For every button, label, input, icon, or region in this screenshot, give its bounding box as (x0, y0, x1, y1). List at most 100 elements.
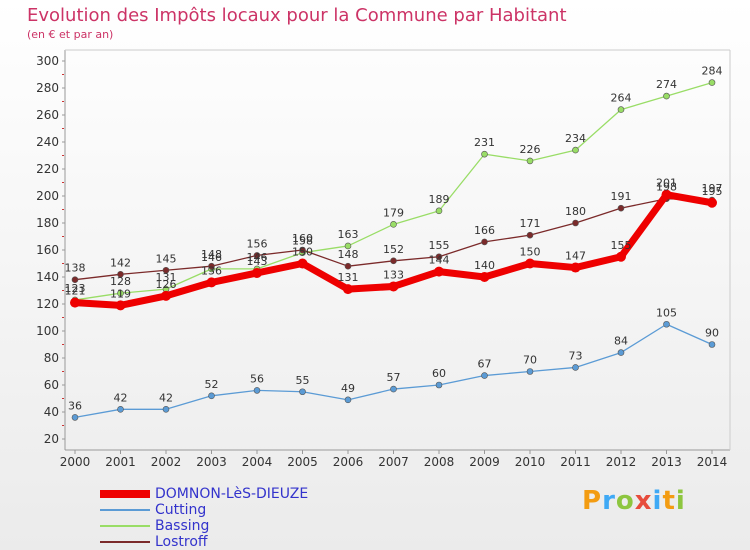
data-point (435, 253, 443, 261)
data-point (71, 414, 79, 421)
data-point (663, 320, 670, 328)
data-point (299, 388, 306, 396)
legend-label-domnon: DOMNON-LèS-DIEUZE (155, 486, 309, 502)
data-label: 148 (338, 248, 359, 261)
data-label: 158 (292, 235, 313, 248)
legend-swatch-cutting (100, 509, 150, 511)
data-label: 105 (656, 306, 677, 319)
y-tick-label: 240 (36, 135, 59, 149)
data-point (297, 258, 308, 269)
data-point (526, 368, 534, 375)
data-label: 171 (520, 217, 541, 230)
data-point (435, 381, 443, 389)
proxiti-logo: Proxiti (582, 486, 686, 516)
data-label: 284 (702, 65, 723, 78)
data-label: 274 (656, 78, 677, 91)
data-point (344, 396, 352, 404)
data-point (570, 262, 581, 273)
x-tick-label: 2002 (151, 455, 182, 469)
data-point (390, 385, 397, 393)
y-tick-label: 200 (36, 189, 59, 203)
data-label: 226 (520, 143, 541, 156)
data-label: 140 (474, 259, 495, 272)
y-tick-label: 120 (36, 297, 59, 311)
data-point (344, 262, 352, 270)
data-point (162, 405, 170, 413)
data-point (435, 207, 443, 215)
data-label: 179 (383, 206, 404, 219)
data-label: 131 (338, 271, 359, 284)
legend-swatch-domnon (100, 490, 150, 498)
legend-swatch-lostroff (100, 541, 150, 543)
data-label: 138 (65, 262, 86, 275)
data-label: 156 (247, 237, 268, 250)
data-label: 70 (523, 354, 537, 367)
data-label: 155 (429, 239, 450, 252)
data-point (572, 146, 579, 154)
data-point (572, 219, 579, 227)
data-label: 150 (520, 246, 541, 259)
data-label: 133 (383, 268, 404, 281)
x-tick-label: 2012 (606, 455, 637, 469)
data-point (70, 297, 80, 308)
y-tick-label: 220 (36, 162, 59, 176)
legend-label-lostroff: Lostroff (155, 534, 208, 550)
data-label: 136 (201, 264, 222, 277)
y-tick-label: 280 (36, 81, 59, 95)
legend-label-cutting: Cutting (155, 502, 207, 518)
data-label: 191 (611, 190, 632, 203)
data-point (388, 281, 399, 292)
data-point (343, 284, 353, 295)
data-label: 84 (614, 335, 628, 348)
data-label: 128 (110, 275, 131, 288)
data-label: 121 (65, 285, 86, 298)
data-label: 143 (247, 255, 268, 268)
y-tick-label: 80 (44, 351, 59, 365)
x-tick-label: 2009 (469, 455, 500, 469)
data-label: 52 (205, 378, 219, 391)
data-label: 123 (65, 282, 86, 295)
data-point (117, 270, 124, 278)
data-label: 163 (338, 228, 359, 241)
data-label: 148 (201, 248, 222, 261)
data-label: 55 (296, 374, 310, 387)
data-label: 49 (341, 382, 355, 395)
data-label: 160 (292, 232, 313, 245)
x-tick-label: 2011 (560, 455, 591, 469)
data-point (708, 341, 716, 348)
data-point (661, 189, 672, 200)
data-point (162, 266, 170, 274)
chart-title: Evolution des Impôts locaux pour la Comm… (27, 5, 567, 26)
data-point (525, 258, 535, 269)
data-label: 234 (565, 132, 586, 145)
data-label: 42 (159, 391, 173, 404)
data-label: 119 (110, 287, 131, 300)
data-point (617, 204, 625, 212)
data-point (71, 276, 79, 284)
x-tick-label: 2008 (424, 455, 455, 469)
data-point (617, 349, 625, 356)
data-point (208, 392, 215, 400)
data-label: 189 (429, 193, 450, 206)
data-label: 146 (247, 251, 268, 264)
data-label: 142 (110, 256, 131, 269)
x-tick-label: 2006 (333, 455, 364, 469)
x-tick-label: 2007 (378, 455, 409, 469)
data-point (299, 246, 306, 254)
data-point (616, 251, 626, 262)
data-label: 131 (156, 271, 177, 284)
data-label: 36 (68, 399, 82, 412)
y-tick-label: 260 (36, 108, 59, 122)
data-point (344, 242, 352, 250)
data-label: 195 (702, 185, 723, 198)
data-point (526, 231, 534, 239)
data-point (526, 157, 534, 165)
data-point (161, 290, 171, 301)
x-tick-label: 2000 (60, 455, 91, 469)
data-label: 144 (429, 254, 450, 267)
data-label: 145 (156, 252, 177, 265)
y-tick-label: 60 (44, 378, 59, 392)
data-label: 42 (114, 391, 128, 404)
data-point (708, 79, 716, 86)
